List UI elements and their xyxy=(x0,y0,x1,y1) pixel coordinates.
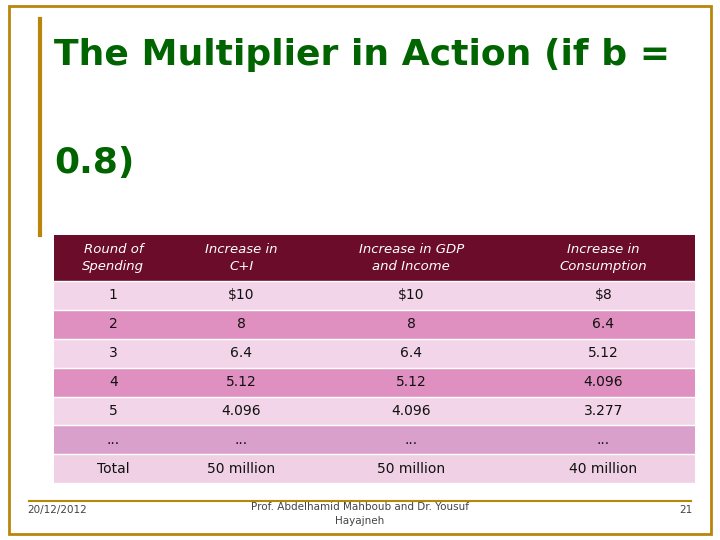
Text: 3.277: 3.277 xyxy=(584,404,624,418)
Text: 5: 5 xyxy=(109,404,117,418)
Text: ...: ... xyxy=(235,433,248,447)
Text: 2: 2 xyxy=(109,317,117,331)
Text: The Multiplier in Action (if b =: The Multiplier in Action (if b = xyxy=(54,38,670,72)
Bar xyxy=(54,426,695,454)
Text: 0.8): 0.8) xyxy=(54,146,135,180)
Text: $10: $10 xyxy=(398,288,425,302)
Text: Increase in
Consumption: Increase in Consumption xyxy=(559,243,647,273)
Text: 20/12/2012: 20/12/2012 xyxy=(27,505,87,515)
Text: Increase in GDP
and Income: Increase in GDP and Income xyxy=(359,243,464,273)
Text: 5.12: 5.12 xyxy=(588,346,619,360)
Bar xyxy=(54,339,695,368)
Text: 40 million: 40 million xyxy=(570,462,637,476)
Text: ...: ... xyxy=(405,433,418,447)
Text: $8: $8 xyxy=(595,288,613,302)
Text: $10: $10 xyxy=(228,288,255,302)
Bar xyxy=(54,235,695,281)
Text: 50 million: 50 million xyxy=(377,462,445,476)
Bar xyxy=(54,454,695,483)
Bar xyxy=(54,310,695,339)
Text: 6.4: 6.4 xyxy=(230,346,253,360)
Text: ...: ... xyxy=(107,433,120,447)
Text: 5.12: 5.12 xyxy=(226,375,257,389)
Text: 8: 8 xyxy=(237,317,246,331)
Text: 4.096: 4.096 xyxy=(222,404,261,418)
Text: 3: 3 xyxy=(109,346,117,360)
Text: Increase in
C+I: Increase in C+I xyxy=(205,243,278,273)
Text: 4: 4 xyxy=(109,375,117,389)
Text: ...: ... xyxy=(597,433,610,447)
Bar xyxy=(54,368,695,396)
Text: Total: Total xyxy=(97,462,130,476)
Text: 8: 8 xyxy=(407,317,415,331)
Text: 1: 1 xyxy=(109,288,117,302)
Text: 5.12: 5.12 xyxy=(396,375,427,389)
Bar xyxy=(54,396,695,426)
Text: 21: 21 xyxy=(680,505,693,515)
Text: 6.4: 6.4 xyxy=(400,346,422,360)
Text: 6.4: 6.4 xyxy=(593,317,614,331)
Text: 50 million: 50 million xyxy=(207,462,276,476)
Bar xyxy=(54,281,695,310)
Text: 4.096: 4.096 xyxy=(392,404,431,418)
Text: Prof. Abdelhamid Mahboub and Dr. Yousuf
Hayajneh: Prof. Abdelhamid Mahboub and Dr. Yousuf … xyxy=(251,503,469,525)
Text: Round of
Spending: Round of Spending xyxy=(82,243,144,273)
Text: 4.096: 4.096 xyxy=(584,375,624,389)
